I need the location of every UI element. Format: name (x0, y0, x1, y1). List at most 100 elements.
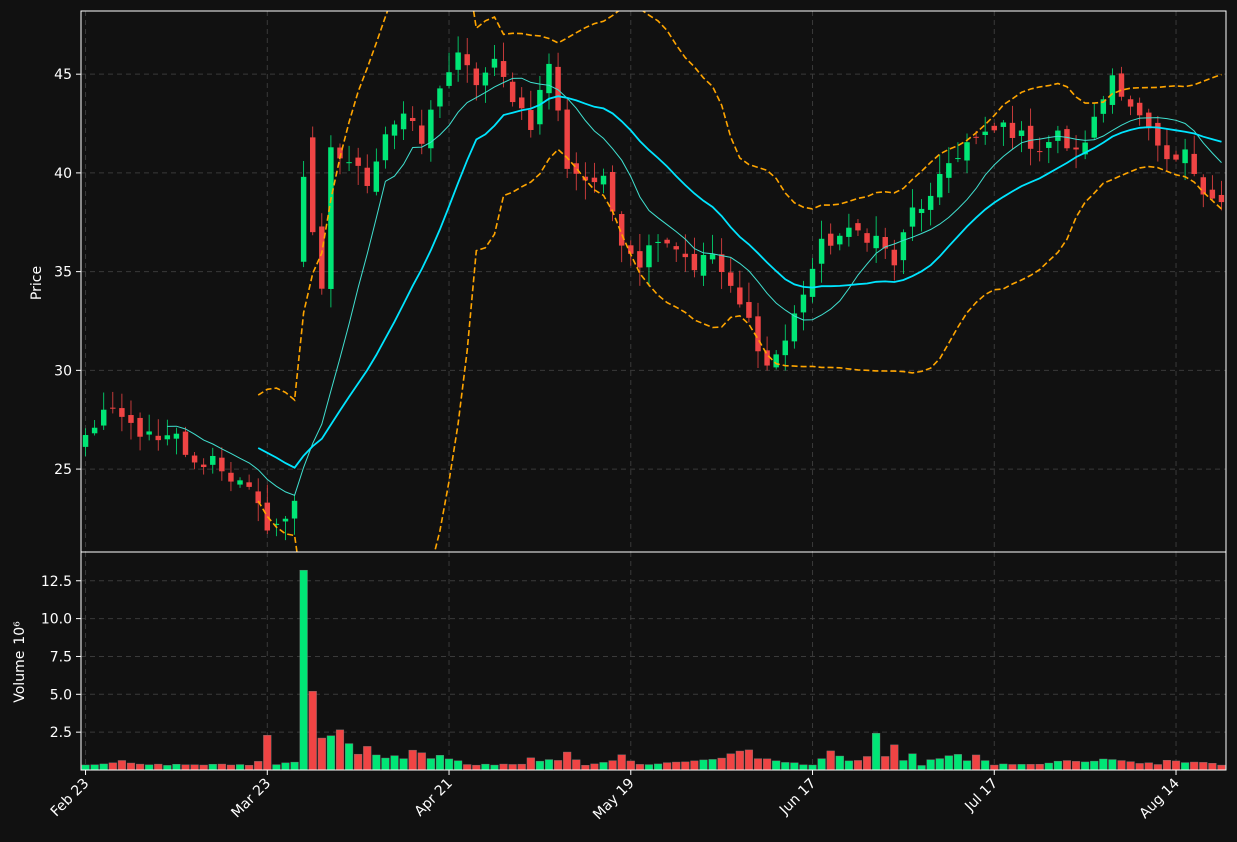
volume-bar (1190, 761, 1199, 771)
volume-bar (1081, 761, 1090, 771)
volume-bar (981, 760, 990, 771)
candle-body (1136, 102, 1143, 116)
ma-long-line (257, 95, 1222, 469)
volume-bar (844, 760, 853, 771)
candle-body (464, 54, 470, 66)
candle-body (310, 137, 316, 233)
volume-bar (154, 763, 163, 771)
volume-bar (653, 763, 663, 771)
volume-bar (108, 762, 117, 771)
volume-bar (790, 762, 799, 771)
volume-bar (554, 760, 563, 771)
volume-bar (99, 763, 108, 771)
volume-bar (753, 758, 763, 771)
candle-body (319, 226, 325, 289)
candle-body (782, 340, 788, 356)
candle-body (200, 464, 207, 468)
lower-band-line (257, 148, 1223, 552)
volume-axis-label: Volume 10⁶ (12, 621, 28, 703)
candle-body (110, 407, 116, 409)
volume-bar (472, 764, 481, 771)
volume-bar (690, 760, 699, 771)
candle-body (1018, 130, 1025, 136)
volume-bar (163, 765, 172, 771)
candle-body (1127, 99, 1134, 107)
candle-body (519, 97, 525, 109)
candle-body (400, 113, 407, 130)
candle-body (1173, 154, 1179, 160)
volume-bar (644, 764, 654, 771)
volume-bar (799, 764, 808, 771)
volume-bar (1126, 761, 1135, 771)
volume-bar (408, 749, 417, 771)
candle-body (1036, 151, 1043, 153)
volume-bar (935, 758, 944, 771)
candle-body (409, 117, 416, 122)
candle-body (282, 518, 289, 522)
volume-axis-label-text: Volume (12, 651, 28, 703)
volume-bar (1026, 764, 1035, 771)
volume-bar (481, 763, 490, 771)
candle-body (646, 245, 652, 268)
candle-body (1055, 130, 1061, 141)
volume-bar (1199, 762, 1208, 771)
candle-body (1118, 73, 1125, 97)
volume-bar (899, 760, 908, 771)
volume-bar (272, 764, 281, 771)
volume-bar (317, 737, 326, 771)
candle-body (228, 472, 234, 482)
volume-bar (1181, 762, 1190, 771)
candle-body (346, 162, 352, 164)
candle-body (700, 254, 707, 276)
candle-body (827, 233, 834, 246)
volume-tick-label: 10.0 (41, 612, 72, 628)
volume-bar (817, 758, 826, 771)
volume-bar (490, 764, 499, 771)
volume-bar (735, 750, 744, 771)
volume-bar (181, 764, 190, 771)
candle-body (755, 316, 761, 352)
volume-tick-label: 2.5 (50, 725, 72, 741)
volume-bar (217, 763, 226, 771)
volume-bar (926, 759, 935, 771)
volume-bar (1099, 758, 1108, 771)
volume-bar (699, 759, 708, 771)
volume-bar (617, 754, 626, 771)
volume-bar (763, 758, 772, 771)
volume-bar (1008, 764, 1017, 771)
volume-bar (345, 743, 354, 771)
candle-body (1155, 122, 1161, 146)
volume-frame (80, 551, 1227, 771)
volume-bar (1162, 760, 1171, 771)
volume-bar (526, 757, 535, 771)
candle-body (273, 523, 280, 525)
candle-body (473, 68, 480, 86)
upper-band-line (257, 11, 1222, 402)
volume-bar (254, 761, 263, 771)
price-tick-label: 45 (54, 67, 72, 83)
volume-bar (226, 764, 236, 771)
candle-body (773, 354, 779, 368)
volume-bar (117, 760, 126, 771)
volume-bar (1117, 760, 1126, 771)
volume-bar (944, 755, 953, 771)
candle-body (337, 147, 343, 159)
volume-bar (90, 764, 99, 771)
candle-body (546, 63, 552, 94)
candle-body (564, 109, 570, 169)
candle-body (718, 254, 725, 273)
volume-bar (990, 764, 999, 771)
price-tick-label: 30 (54, 363, 72, 379)
volume-bar (544, 759, 554, 771)
candle-body (946, 163, 952, 178)
volume-bar (454, 760, 463, 771)
volume-bar (508, 764, 517, 771)
candle-body (1009, 122, 1016, 138)
volume-bar (381, 757, 390, 771)
candle-body (691, 253, 698, 271)
candle-body (600, 175, 607, 185)
candle-body (364, 167, 370, 186)
candle-body (873, 235, 879, 249)
candle-body (182, 431, 189, 455)
volume-bar (1062, 760, 1072, 771)
